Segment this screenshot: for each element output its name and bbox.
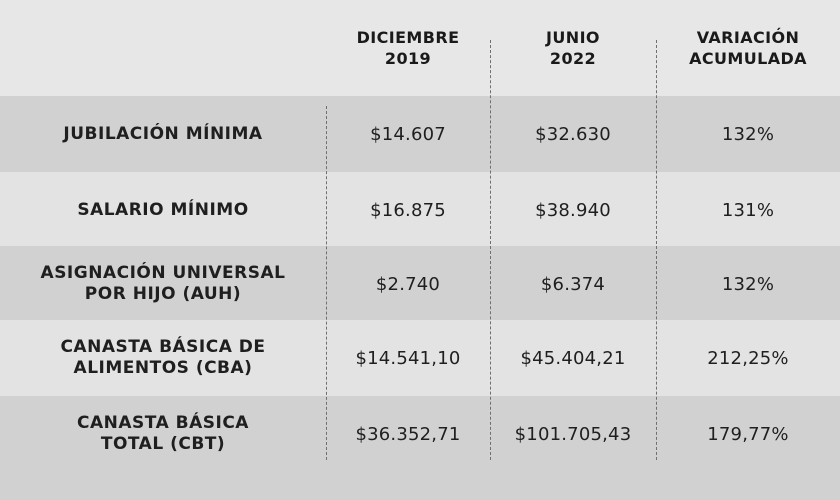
value-cell-2022: $101.705,43 [490,396,656,472]
table-row: SALARIO MÍNIMO $16.875 $38.940 131% [0,172,840,248]
header-label-junio-2022: JUNIO 2022 [546,28,600,68]
value-cell-variation: 131% [656,172,840,248]
value-cell-2019: $14.541,10 [326,320,490,396]
value-2022: $38.940 [535,199,611,221]
value-cell-variation: 179,77% [656,396,840,472]
value-variation: 131% [721,199,775,221]
row-label-cell: CANASTA BÁSICA TOTAL (CBT) [0,396,326,472]
header-cell-variacion-acumulada: VARIACIÓN ACUMULADA [656,0,840,96]
value-cell-2019: $36.352,71 [326,396,490,472]
column-divider-2022 [656,40,657,460]
column-divider-label [326,106,327,460]
table-row: CANASTA BÁSICA TOTAL (CBT) $36.352,71 $1… [0,396,840,500]
row-label: CANASTA BÁSICA DE ALIMENTOS (CBA) [60,337,266,378]
value-cell-2019: $2.740 [326,246,490,322]
value-2019: $14.607 [370,123,446,145]
row-label-cell: CANASTA BÁSICA DE ALIMENTOS (CBA) [0,320,326,396]
value-2022: $32.630 [535,123,611,145]
header-label-variacion-acumulada: VARIACIÓN ACUMULADA [689,28,807,68]
value-2022: $45.404,21 [520,347,626,369]
value-cell-2022: $32.630 [490,96,656,172]
header-label-diciembre-2019: DICIEMBRE 2019 [356,28,460,68]
value-2022: $101.705,43 [514,423,632,445]
table-row: JUBILACIÓN MÍNIMA $14.607 $32.630 132% [0,96,840,172]
value-variation: 212,25% [707,347,789,369]
row-label: JUBILACIÓN MÍNIMA [63,123,263,144]
value-cell-2019: $16.875 [326,172,490,248]
value-variation: 132% [721,123,775,145]
table-row: ASIGNACIÓN UNIVERSAL POR HIJO (AUH) $2.7… [0,246,840,322]
row-label: SALARIO MÍNIMO [77,199,249,220]
row-label-cell: JUBILACIÓN MÍNIMA [0,96,326,172]
row-label-cell: ASIGNACIÓN UNIVERSAL POR HIJO (AUH) [0,246,326,322]
header-cell-diciembre-2019: DICIEMBRE 2019 [326,0,490,96]
value-variation: 132% [721,273,775,295]
row-label: ASIGNACIÓN UNIVERSAL POR HIJO (AUH) [40,263,286,304]
header-cell-junio-2022: JUNIO 2022 [490,0,656,96]
value-2022: $6.374 [540,273,606,295]
table-header: DICIEMBRE 2019 JUNIO 2022 VARIACIÓN ACUM… [0,0,840,96]
value-cell-2019: $14.607 [326,96,490,172]
row-label: CANASTA BÁSICA TOTAL (CBT) [77,413,249,454]
value-cell-variation: 132% [656,246,840,322]
value-2019: $2.740 [375,273,441,295]
value-cell-variation: 212,25% [656,320,840,396]
column-divider-2019 [490,40,491,460]
value-variation: 179,77% [707,423,789,445]
value-cell-2022: $6.374 [490,246,656,322]
value-cell-2022: $45.404,21 [490,320,656,396]
value-cell-variation: 132% [656,96,840,172]
row-label-cell: SALARIO MÍNIMO [0,172,326,248]
value-2019: $14.541,10 [355,347,461,369]
value-cell-2022: $38.940 [490,172,656,248]
table-row: CANASTA BÁSICA DE ALIMENTOS (CBA) $14.54… [0,320,840,396]
value-2019: $36.352,71 [355,423,461,445]
value-2019: $16.875 [370,199,446,221]
